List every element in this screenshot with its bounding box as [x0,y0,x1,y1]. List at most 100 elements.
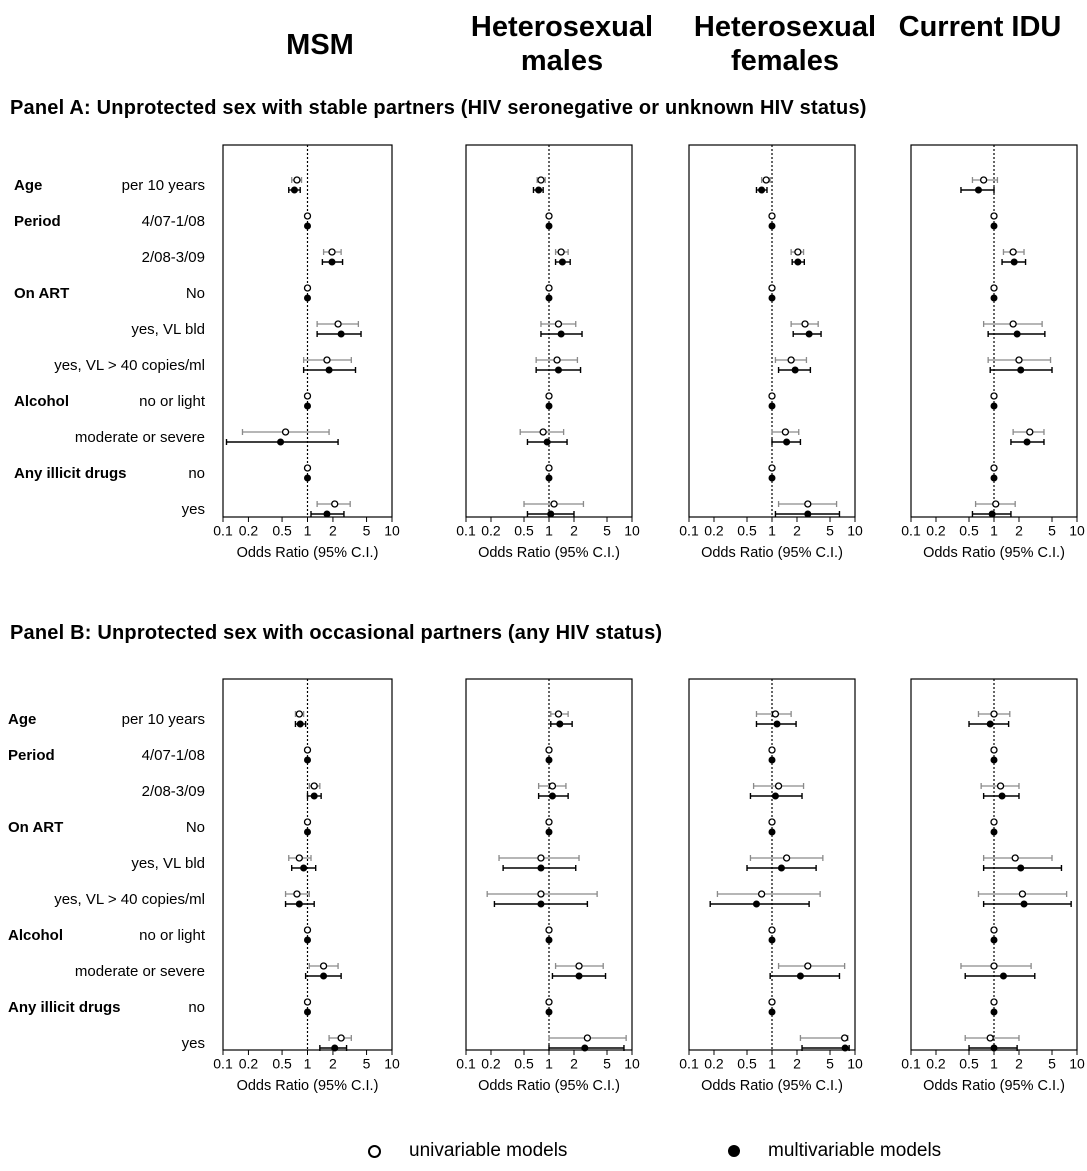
x-tick-label: 5 [1048,523,1056,539]
multi-point [768,1008,776,1016]
x-tick-label: 5 [363,1056,371,1072]
multi-point [773,720,781,728]
row-level-label: no or light [139,927,206,944]
uni-point [768,926,776,934]
x-axis-label: Odds Ratio (95% C.I.) [478,545,620,561]
x-tick-label: 10 [624,523,640,539]
uni-point [782,854,791,862]
multi-point [304,222,311,230]
multi-point [545,294,553,302]
uni-point [768,998,776,1006]
multi-point [796,972,804,980]
multi-point [1017,864,1025,872]
x-axis-label: Odds Ratio (95% C.I.) [923,1078,1065,1094]
uni-point [303,818,312,826]
uni-point [768,392,776,400]
multi-point [545,474,553,482]
uni-point [1026,428,1034,436]
x-tick-label: 0.1 [901,523,921,539]
row-group-label: Period [8,747,55,764]
multi-point [783,438,791,446]
uni-point [303,212,312,220]
multi-point [575,972,583,980]
uni-point [996,782,1005,790]
x-tick-label: 0.2 [239,523,259,539]
row-level-label: No [186,819,205,836]
multi-point [547,510,555,518]
uni-point [768,212,776,220]
multi-point [543,438,551,446]
uni-point [303,926,312,934]
uni-point [768,464,776,472]
multi-point [805,330,813,338]
multi-point [304,936,311,944]
x-tick-label: 0.2 [239,1056,259,1072]
uni-point [554,710,563,718]
uni-point [990,212,998,220]
panel-b-title: Panel B: Unprotected sex with occasional… [10,622,663,644]
uni-point [583,1034,592,1042]
x-tick-label: 1 [304,523,312,539]
multi-point [545,222,553,230]
uni-point [545,998,553,1006]
uni-point [537,854,545,862]
uni-point [801,320,809,328]
row-group-label: Any illicit drugs [8,999,121,1016]
uni-point [554,320,563,328]
multi-point [558,258,566,266]
multi-point [791,366,799,374]
row-level-label: yes, VL > 40 copies/ml [54,357,205,374]
x-tick-label: 2 [793,523,801,539]
multi-point [990,402,998,410]
multi-point [325,366,333,374]
uni-point [990,926,998,934]
uni-point [840,1034,849,1042]
uni-point [762,176,770,184]
x-tick-label: 1 [545,523,553,539]
multi-point [545,756,553,764]
uni-point [553,356,561,364]
x-axis-label: Odds Ratio (95% C.I.) [478,1078,620,1094]
column-header-heterosexual-females: Heterosexual females [675,10,895,78]
x-tick-label: 0.1 [901,1056,921,1072]
multi-point [990,1044,998,1052]
uni-point [337,1034,345,1042]
x-tick-label: 1 [304,1056,312,1072]
multi-point [304,294,311,302]
x-tick-label: 0.1 [213,1056,233,1072]
x-axis-label: Odds Ratio (95% C.I.) [701,545,843,561]
uni-point [545,392,553,400]
multi-point [986,720,994,728]
multi-point [990,474,998,482]
x-tick-label: 2 [570,523,578,539]
row-group-label: On ART [14,285,69,302]
uni-point [334,320,342,328]
multi-point [768,294,776,302]
x-tick-label: 0.2 [704,1056,724,1072]
column-header-text: Current IDU [898,11,1062,43]
x-tick-label: 0.1 [456,1056,476,1072]
uni-point [1011,854,1019,862]
multi-point [304,474,311,482]
x-tick-label: 1 [768,523,776,539]
uni-point [557,248,565,256]
uni-point [768,284,776,292]
uni-point [992,500,1000,508]
multi-point [841,1044,849,1052]
x-tick-label: 0.2 [481,1056,501,1072]
legend-label: multivariable models [768,1140,942,1161]
uni-point [774,782,783,790]
uni-point [545,464,553,472]
uni-point [281,428,290,436]
x-tick-label: 0.5 [737,523,757,539]
x-tick-label: 0.1 [679,523,699,539]
uni-point [1015,356,1023,364]
x-tick-label: 0.5 [272,523,292,539]
x-tick-label: 10 [1069,523,1085,539]
multi-point [990,936,998,944]
multi-point [290,186,298,194]
column-header-msm: MSM [210,28,430,62]
multi-point [990,294,998,302]
uni-point [545,212,553,220]
row-group-label: Alcohol [8,927,63,944]
